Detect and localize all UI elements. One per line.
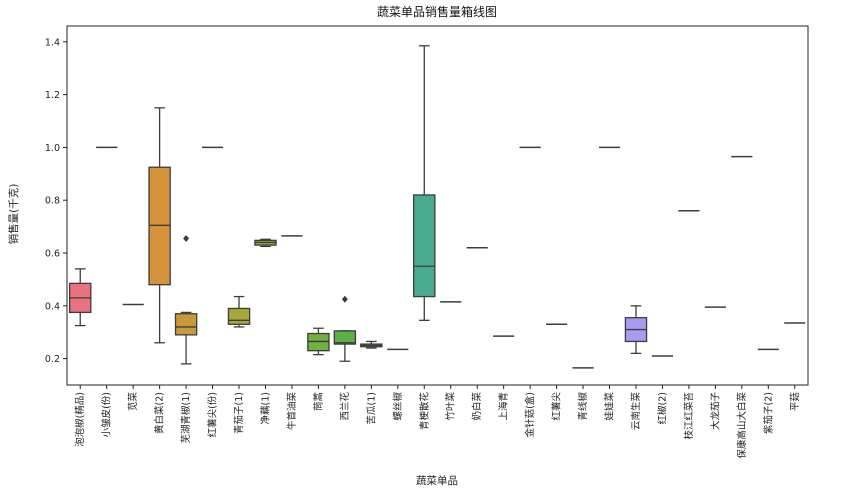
box-4: [148, 107, 171, 344]
box-8: [254, 238, 277, 248]
iqr-box: [227, 307, 251, 325]
box-7: [227, 295, 251, 328]
x-tick-label: 芜湖青椒(1): [180, 392, 192, 443]
box-10: [307, 327, 330, 356]
x-tick-label: 红薯尖: [551, 392, 563, 421]
box-14: [413, 45, 436, 321]
y-tick-label: 0.6: [45, 249, 60, 260]
y-tick-label: 1.2: [45, 90, 60, 101]
x-tick-label: 红薯尖(份): [207, 392, 219, 437]
y-tick-label: 0.8: [45, 196, 60, 207]
x-axis-title: 蔬菜单品: [416, 475, 458, 487]
x-tick-label: 金针菇(盒): [524, 392, 536, 437]
outlier-point: [341, 295, 348, 303]
x-tick-label: 娃娃菜: [604, 392, 616, 421]
x-tick-label: 茼蒿: [312, 392, 324, 411]
x-tick-label: 西兰花: [339, 392, 351, 421]
x-tick-label: 青线椒: [577, 392, 589, 421]
x-axis: 泡泡椒(精品) 小皱皮(份) 苋菜 黄白菜(2) 芜湖青椒(1) 红薯尖(份) 青茄子(1)…: [74, 385, 801, 459]
iqr-box: [174, 313, 198, 336]
iqr-box: [333, 330, 357, 345]
iqr-box: [307, 332, 330, 352]
chart-title: 蔬菜单品销售量箱线图: [377, 4, 497, 19]
x-tick-label: 螺丝椒: [392, 392, 404, 421]
outlier-point: [183, 234, 190, 242]
x-tick-label: 平菇: [789, 392, 801, 411]
y-tick-label: 0.4: [45, 301, 60, 312]
x-tick-label: 紫茄子(2): [762, 392, 774, 434]
x-tick-label: 上海青: [498, 392, 510, 421]
x-tick-label: 竹叶菜: [445, 392, 457, 421]
x-tick-label: 保康高山大白菜: [736, 392, 748, 459]
plot-frame: [66, 25, 809, 386]
y-axis: 0.2 0.4 0.6 0.8 1.0 1.2 1.4: [45, 37, 67, 365]
y-tick-label: 0.2: [45, 354, 60, 365]
plot-area: [66, 25, 809, 386]
x-tick-label: 青茄子(1): [233, 392, 245, 434]
iqr-box: [413, 194, 436, 298]
box-12: [360, 340, 383, 349]
x-tick-label: 苋菜: [127, 392, 139, 412]
x-tick-label: 奶白菜: [471, 392, 483, 421]
x-tick-label: 枝江红菜苔: [683, 392, 695, 440]
y-axis-title: 销售量(千克): [7, 184, 20, 245]
box-1: [68, 268, 92, 327]
x-tick-label: 净藕(1): [259, 392, 271, 424]
x-tick-label: 大龙茄子: [709, 392, 721, 431]
iqr-box: [148, 166, 171, 286]
x-tick-label: 青梗散花: [418, 392, 430, 431]
x-tick-label: 小皱皮(份): [101, 392, 113, 437]
y-tick-label: 1.4: [45, 37, 60, 48]
x-tick-label: 红椒(2): [656, 392, 668, 424]
x-tick-label: 牛首油菜: [286, 392, 298, 431]
y-tick-label: 1.0: [45, 143, 60, 154]
x-tick-label: 黄白菜(2): [154, 392, 166, 434]
x-tick-label: 云南生菜: [630, 392, 642, 431]
x-tick-label: 泡泡椒(精品): [74, 392, 86, 447]
box-11: [333, 295, 357, 362]
x-tick-label: 苦瓜(1): [365, 392, 377, 424]
box-22: [624, 305, 648, 354]
box-5: [174, 234, 198, 365]
